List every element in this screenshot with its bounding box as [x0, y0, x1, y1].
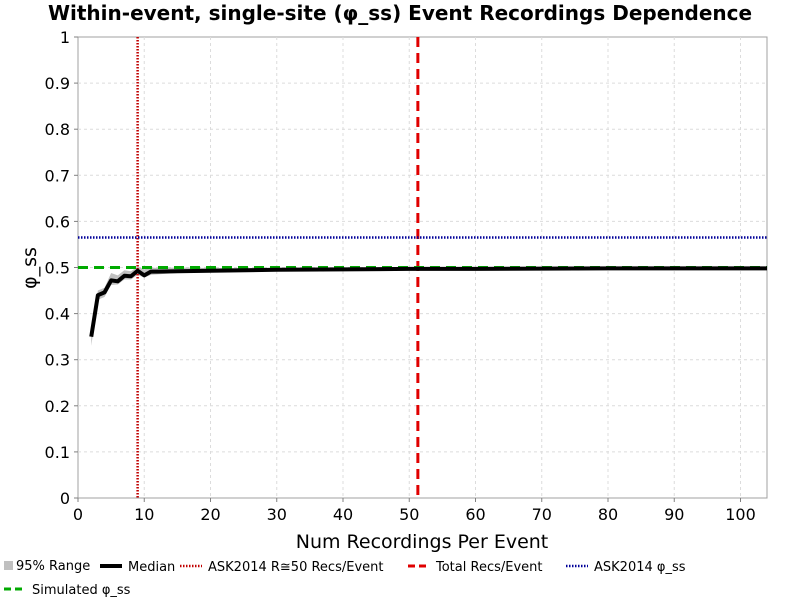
legend-label: 95% Range — [16, 559, 90, 574]
x-tick-label: 100 — [725, 505, 756, 524]
legend-item: Total Recs/Event — [408, 560, 542, 575]
y-tick-label: 0.1 — [45, 443, 70, 462]
series-layer — [78, 37, 767, 498]
chart-title: Within-event, single-site (φ_ss) Event R… — [48, 1, 752, 25]
median-line — [89, 266, 767, 337]
legend-label: ASK2014 φ_ss — [594, 560, 686, 575]
x-tick-label: 70 — [532, 505, 552, 524]
x-tick-label: 40 — [333, 505, 353, 524]
y-tick-label: 0.5 — [45, 259, 70, 278]
x-tick-label: 50 — [399, 505, 419, 524]
y-tick-label: 0 — [60, 489, 70, 508]
legend-item: Simulated φ_ss — [4, 583, 131, 598]
legend-label: ASK2014 R≅50 Recs/Event — [208, 560, 383, 575]
x-tick-label: 0 — [73, 505, 83, 524]
x-tick-label: 20 — [200, 505, 220, 524]
legend-label: Simulated φ_ss — [32, 583, 131, 598]
y-tick-label: 0.3 — [45, 351, 70, 370]
x-tick-label: 60 — [465, 505, 485, 524]
y-tick-label: 0.8 — [45, 120, 70, 139]
y-tick-label: 1 — [60, 28, 70, 47]
y-tick-label: 0.4 — [45, 305, 70, 324]
x-tick-label: 90 — [664, 505, 684, 524]
legend-label: Total Recs/Event — [435, 560, 542, 575]
y-tick-label: 0.7 — [45, 166, 70, 185]
legend-item: 95% Range — [4, 559, 90, 574]
legend-label: Median — [128, 560, 175, 575]
legend-item: Median — [100, 560, 175, 575]
x-tick-label: 10 — [134, 505, 154, 524]
y-tick-label: 0.6 — [45, 212, 70, 231]
legend-item: ASK2014 φ_ss — [566, 560, 686, 575]
legend: 95% Range Median ASK2014 R≅50 Recs/Event To… — [4, 559, 686, 598]
x-tick-label: 80 — [598, 505, 618, 524]
y-tick-label: 0.9 — [45, 74, 70, 93]
y-axis-label: φ_ss — [19, 247, 41, 289]
x-axis-ticks: 0 10 20 30 40 50 60 70 80 90 100 — [73, 498, 756, 524]
x-axis-label: Num Recordings Per Event — [296, 531, 549, 553]
legend-swatch — [4, 561, 13, 570]
y-tick-label: 0.2 — [45, 397, 70, 416]
y-axis-ticks: 0 0.1 0.2 0.3 0.4 0.5 0.6 0.7 0.8 0.9 1 — [45, 28, 78, 508]
x-tick-label: 30 — [267, 505, 287, 524]
legend-item: ASK2014 R≅50 Recs/Event — [180, 560, 383, 575]
